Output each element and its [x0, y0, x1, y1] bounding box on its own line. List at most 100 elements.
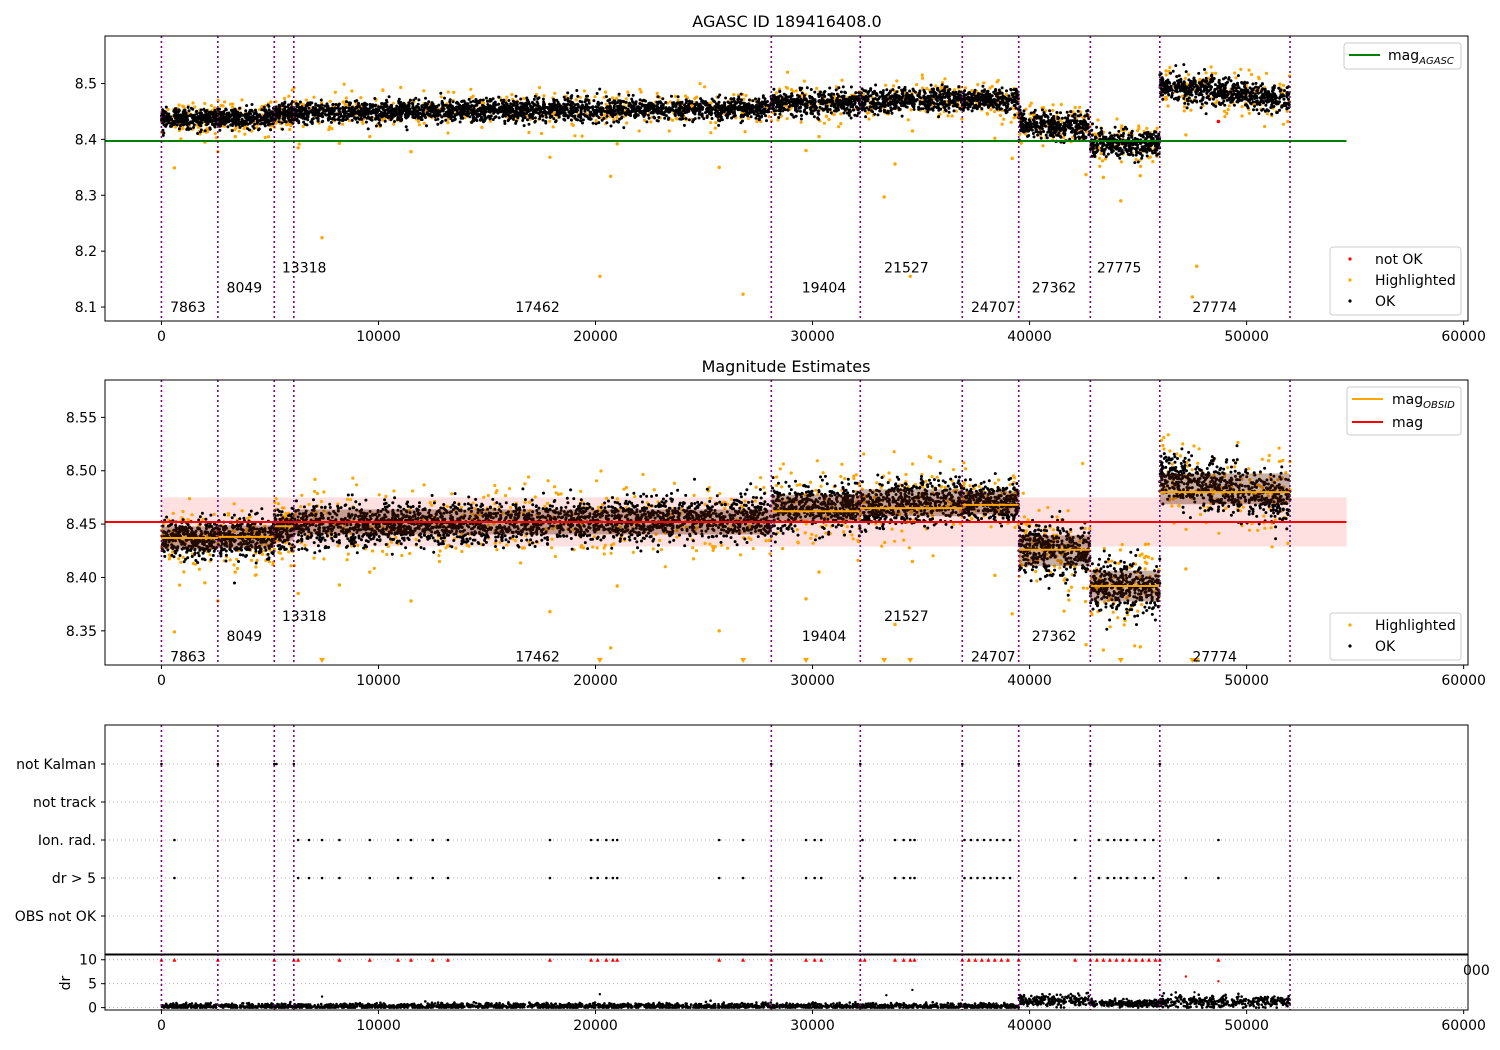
flags-event-marker	[969, 838, 973, 842]
agasc-ok-points	[160, 63, 1291, 165]
dr-high-marker	[1101, 957, 1106, 962]
dr-high-marker	[409, 957, 414, 962]
flags-event-marker	[1134, 876, 1138, 880]
agasc-obsid-label: 19404	[802, 280, 847, 296]
magnitude-obsid-label: 27774	[1192, 649, 1237, 665]
stray-tick-label: 000	[1463, 963, 1490, 979]
agasc-highlighted-point	[598, 274, 602, 278]
flags-event-marker	[1158, 762, 1162, 766]
flags-event-marker	[409, 838, 413, 842]
magnitude-highlighted-point	[203, 581, 207, 585]
dr-high-marker	[445, 957, 450, 962]
flags-event-marker	[446, 838, 450, 842]
magnitude-xtick-label: 0	[157, 673, 166, 689]
dr-high-marker	[912, 957, 917, 962]
dr-xtick-label: 30000	[790, 1018, 835, 1034]
flags-event-marker	[611, 876, 615, 880]
flags-event-marker	[216, 762, 220, 766]
flags-data-layer	[105, 725, 1468, 955]
flags-event-marker	[1119, 838, 1123, 842]
dr-xtick-label: 40000	[1007, 1018, 1052, 1034]
magnitude-density-band	[771, 494, 861, 522]
magnitude-offscale-marker	[319, 658, 326, 663]
agasc-highlighted-point	[717, 165, 721, 170]
flags-event-marker	[409, 876, 413, 880]
agasc-obsid-label: 8049	[227, 280, 263, 296]
magnitude-xtick-label: 30000	[790, 673, 835, 689]
magnitude-highlighted-point	[1138, 645, 1142, 649]
flags-event-marker	[989, 876, 992, 880]
flags-axes-frame	[104, 724, 1469, 956]
agasc-data-layer: 7863 8049 13318 17462 19404 21527 24707 27362 27…	[105, 36, 1347, 321]
flags-event-marker	[1073, 838, 1077, 842]
agasc-obsid-label: 7863	[170, 300, 206, 316]
flags-plot-area: not Kalman not track Ion. rad. dr > 5 OBS no…	[15, 725, 1468, 955]
dr-high-marker	[1146, 957, 1151, 962]
magnitude-plot-area: 7863 8049 13318 17462 19404 21527 24707 27362 27…	[66, 380, 1486, 689]
flags-event-marker	[995, 876, 999, 880]
magnitude-xtick-label: 60000	[1441, 673, 1486, 689]
flags-event-marker	[615, 876, 619, 880]
flags-event-marker	[861, 876, 864, 880]
magnitude-density-band	[274, 517, 294, 541]
magnitude-highlighted-point	[368, 570, 372, 574]
agasc-obsid-label: 21527	[884, 260, 929, 276]
flags-event-marker	[1112, 876, 1116, 880]
agasc-highlighted-point	[882, 195, 886, 199]
flags-event-marker	[1017, 762, 1021, 766]
flags-event-marker	[741, 838, 745, 842]
agasc-ytick-label: 8.2	[75, 244, 97, 260]
dr-high-marker	[172, 957, 177, 962]
flags-event-marker	[446, 876, 450, 880]
flags-event-marker	[272, 762, 276, 766]
dr-high-marker	[430, 957, 435, 962]
magnitude-offscale-marker	[740, 658, 747, 663]
magnitude-points-legend: Highlighted OK	[1329, 612, 1462, 661]
dr-high-marker	[1140, 957, 1145, 962]
agasc-xtick-label: 50000	[1224, 329, 1269, 345]
magnitude-highlighted-point	[233, 570, 237, 574]
magnitude-obsid-label: 7863	[170, 649, 206, 665]
dr-high-marker	[1114, 957, 1119, 962]
legend-highlighted-marker	[1348, 278, 1352, 282]
flags-event-marker	[861, 838, 864, 842]
legend-ok-marker	[1348, 644, 1352, 648]
flags-event-marker	[605, 876, 608, 880]
magnitude-obsid-label: 21527	[884, 609, 929, 625]
flags-event-marker	[1106, 876, 1110, 880]
flags-event-marker	[913, 838, 916, 842]
magnitude-panel-title: Magnitude Estimates	[702, 357, 871, 376]
flags-event-marker	[320, 876, 324, 880]
agasc-notok-point	[1216, 119, 1221, 124]
flags-event-marker	[961, 762, 964, 766]
dr-high-marker	[589, 957, 594, 962]
dr-high-marker	[966, 957, 971, 962]
dr-high-marker	[1120, 957, 1125, 962]
magnitude-offscale-marker	[881, 658, 888, 663]
agasc-highlighted-point	[908, 274, 912, 278]
dr-high-marker	[296, 957, 301, 962]
agasc-xtick-label: 10000	[356, 329, 401, 345]
dr-xtick-label: 10000	[356, 1018, 401, 1034]
flags-panel: not Kalman not track Ion. rad. dr > 5 OBS no…	[15, 724, 1469, 956]
agasc-highlighted-point	[368, 134, 372, 139]
legend-ok-label: OK	[1375, 639, 1396, 655]
magnitude-highlighted-point	[1184, 567, 1188, 571]
flags-event-marker	[611, 838, 615, 842]
dr-high-marker	[819, 957, 824, 962]
dr-data-layer	[105, 954, 1468, 1010]
agasc-highlighted-point	[548, 155, 552, 159]
magnitude-ytick-label: 8.40	[66, 570, 97, 586]
agasc-panel: AGASC ID 189416408.0 7863 8049 13318 17462 1…	[75, 12, 1486, 345]
flags-event-marker	[1125, 838, 1129, 842]
flags-event-marker	[431, 876, 435, 880]
agasc-ytick-label: 8.5	[75, 77, 97, 93]
agasc-highlighted-point	[1084, 172, 1088, 177]
agasc-highlighted-point	[804, 148, 808, 153]
legend-not-ok-label: not OK	[1375, 252, 1423, 268]
agasc-xtick-label: 30000	[790, 329, 835, 345]
agasc-highlighted-point	[337, 141, 342, 145]
dr-plot-area: 0 10000 20000 30000 40000 50000 60000 0 5 10	[79, 953, 1486, 1034]
agasc-highlighted-point	[993, 136, 997, 140]
